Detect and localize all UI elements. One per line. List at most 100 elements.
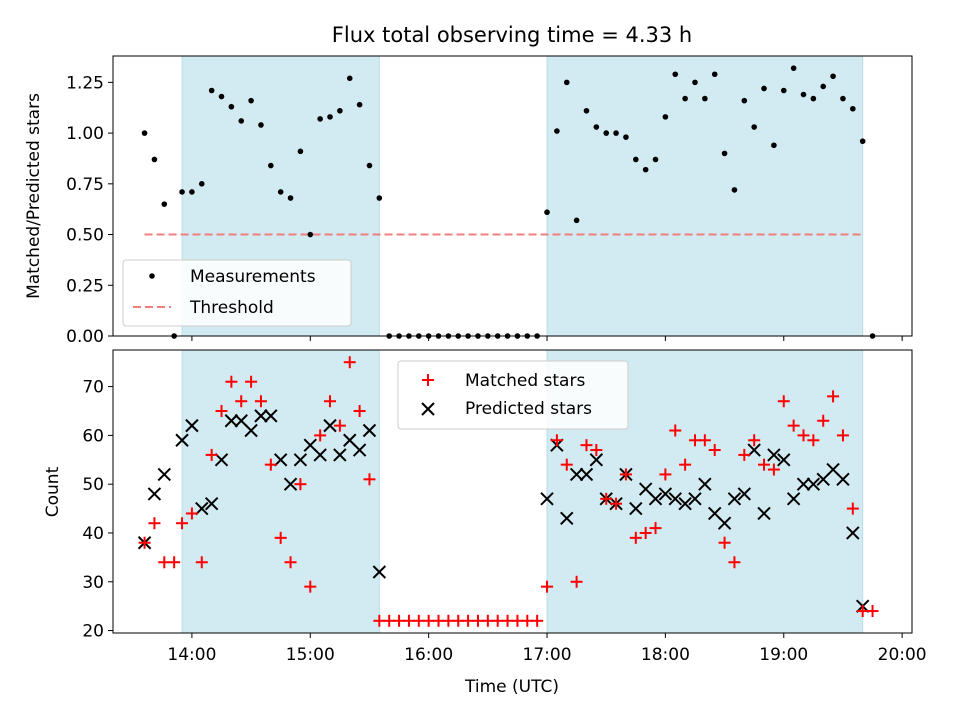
matched-point bbox=[827, 390, 840, 403]
matched-point bbox=[314, 429, 327, 442]
predicted-point bbox=[372, 565, 387, 579]
matched-point bbox=[195, 556, 208, 569]
x-tick-label: 14:00 bbox=[167, 645, 216, 665]
bottom-legend: Matched stars Predicted stars bbox=[397, 360, 629, 430]
x-tick-label: 20:00 bbox=[878, 645, 927, 665]
matched-point bbox=[205, 448, 218, 461]
predicted-point bbox=[648, 492, 663, 506]
predicted-point bbox=[727, 492, 742, 506]
matched-point bbox=[570, 575, 583, 588]
measurement-point bbox=[287, 195, 294, 201]
legend-marker-measurements bbox=[149, 273, 155, 279]
measurement-point bbox=[544, 209, 550, 216]
measurement-point bbox=[346, 75, 353, 82]
measurement-point bbox=[623, 134, 629, 140]
predicted-point bbox=[579, 467, 594, 482]
x-tick-label: 17:00 bbox=[523, 645, 572, 665]
predicted-point bbox=[204, 496, 219, 511]
measurement-point bbox=[652, 156, 659, 163]
matched-point bbox=[738, 448, 751, 461]
measurement-point bbox=[583, 107, 590, 114]
matched-point bbox=[304, 580, 317, 593]
matched-point bbox=[590, 444, 603, 457]
matched-point bbox=[600, 492, 613, 505]
matched-point bbox=[225, 375, 238, 388]
measurement-point bbox=[800, 91, 807, 98]
matched-point bbox=[708, 444, 721, 457]
x-tick-label: 16:00 bbox=[404, 645, 453, 665]
measurement-point bbox=[810, 95, 817, 102]
matched-point bbox=[254, 395, 267, 408]
predicted-point bbox=[352, 443, 367, 457]
matched-point bbox=[718, 536, 731, 549]
measurement-point bbox=[751, 124, 757, 130]
bottom-y-axis-label: Count bbox=[43, 466, 63, 517]
measurement-point bbox=[711, 71, 718, 78]
predicted-point bbox=[254, 409, 268, 423]
matched-point bbox=[245, 375, 258, 388]
chart-title: Flux total observing time = 4.33 h bbox=[332, 23, 692, 47]
predicted-point bbox=[777, 453, 791, 467]
predicted-point bbox=[589, 453, 604, 467]
measurement-point bbox=[189, 189, 195, 195]
measurement-point bbox=[228, 103, 235, 110]
measurement-point bbox=[297, 148, 304, 155]
measurement-point bbox=[721, 150, 728, 157]
measurement-point bbox=[771, 142, 777, 149]
y-tick-label: 40 bbox=[82, 524, 104, 544]
matched-point bbox=[866, 605, 879, 618]
matched-point bbox=[560, 458, 573, 471]
measurement-point bbox=[672, 71, 679, 78]
predicted-point bbox=[698, 477, 712, 491]
x-tick-label: 15:00 bbox=[286, 645, 335, 665]
predicted-point bbox=[333, 448, 347, 462]
y-tick-label: 20 bbox=[82, 622, 104, 642]
y-tick-label: 30 bbox=[82, 573, 104, 593]
measurement-point bbox=[179, 189, 185, 195]
predicted-point bbox=[688, 492, 702, 506]
matched-point bbox=[698, 434, 711, 447]
predicted-point bbox=[560, 511, 574, 526]
measurement-point bbox=[198, 181, 205, 187]
measurement-point bbox=[850, 105, 856, 112]
matched-point bbox=[797, 429, 810, 442]
measurement-point bbox=[161, 201, 168, 207]
predicted-point bbox=[293, 453, 308, 467]
matched-point bbox=[619, 468, 632, 481]
predicted-point bbox=[629, 501, 643, 516]
predicted-point bbox=[157, 467, 172, 482]
predicted-point bbox=[678, 496, 692, 511]
predicted-point bbox=[767, 448, 781, 462]
predicted-point bbox=[244, 423, 258, 438]
measurement-point bbox=[692, 79, 698, 86]
y-tick-label: 1.00 bbox=[66, 124, 104, 144]
matched-point bbox=[728, 556, 741, 569]
legend-label-measurements: Measurements bbox=[190, 267, 316, 287]
matched-point bbox=[649, 522, 662, 535]
matched-point bbox=[807, 434, 820, 447]
measurement-point bbox=[731, 187, 738, 193]
predicted-point bbox=[323, 418, 337, 433]
predicted-point bbox=[658, 487, 673, 501]
measurement-point bbox=[554, 128, 560, 134]
predicted-point bbox=[264, 409, 278, 423]
observing-window-shade bbox=[181, 349, 380, 634]
measurement-point bbox=[662, 114, 669, 120]
predicted-point bbox=[313, 448, 327, 462]
measurement-point bbox=[248, 97, 254, 104]
matched-point bbox=[215, 404, 228, 417]
y-tick-label: 0.75 bbox=[66, 175, 104, 195]
matched-point bbox=[639, 526, 652, 539]
observing-window-shade bbox=[546, 55, 864, 337]
matched-point bbox=[541, 580, 554, 593]
y-tick-label: 50 bbox=[82, 475, 104, 495]
matched-point bbox=[846, 502, 859, 515]
matched-point bbox=[343, 356, 356, 369]
y-tick-label: 70 bbox=[82, 378, 104, 398]
measurement-point bbox=[682, 95, 688, 102]
matched-point bbox=[185, 507, 198, 520]
legend-marker-predicted bbox=[421, 402, 435, 416]
matched-point bbox=[353, 404, 366, 417]
top-panel: Flux total observing time = 4.33 h 0.00 0… bbox=[24, 23, 913, 347]
